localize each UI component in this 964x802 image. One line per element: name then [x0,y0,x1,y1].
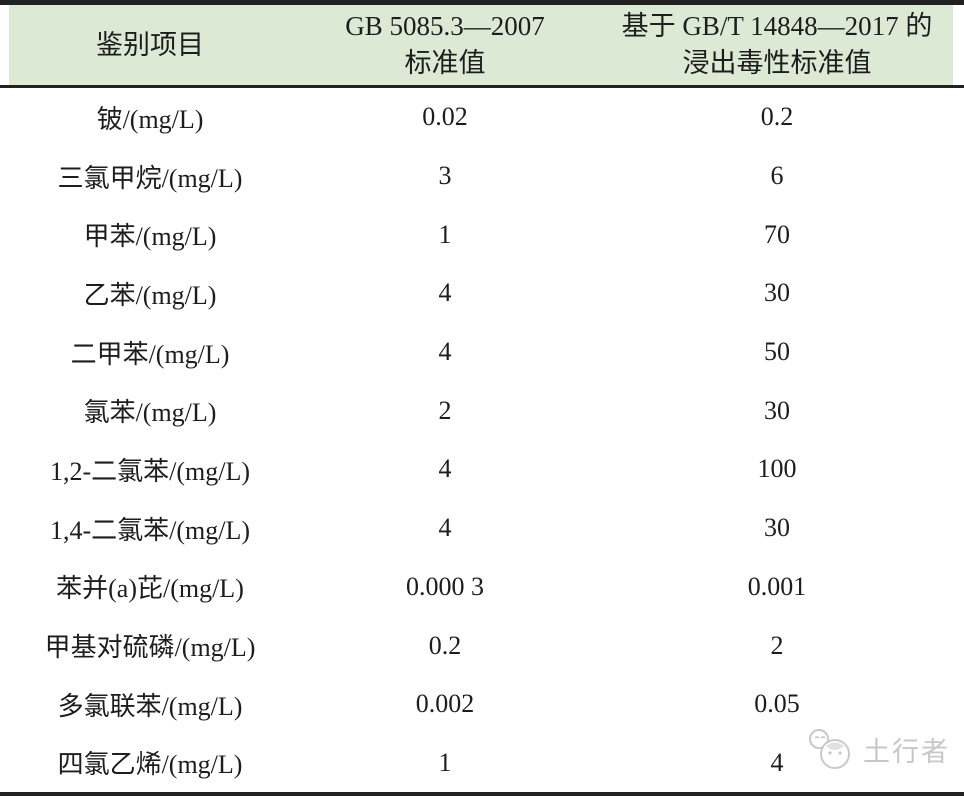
cell-gb5085-value: 0.000 3 [406,571,484,601]
header-item-label: 鉴别项目 [96,29,204,60]
cell-gb5085-value: 3 [438,161,452,191]
cell-item: 1,4-二氯苯/(mg/L) [49,515,251,545]
cell-item: 氯苯/(mg/L) [83,398,217,428]
cell-item: 多氯联苯/(mg/L) [57,691,243,721]
header-gb5085-line1: GB 5085.3—2007 [345,11,545,41]
table-body: 铍/(mg/L) 0.02 0.2 三氯甲烷/(mg/L) 3 6 甲苯/(mg… [0,88,964,792]
cell-item: 二甲苯/(mg/L) [70,339,230,369]
cell-gb14848-value: 30 [764,395,790,425]
cell-item: 乙苯/(mg/L) [83,280,217,310]
cell-gb5085-value: 0.02 [422,102,468,132]
cell-item: 甲基对硫磷/(mg/L) [44,633,256,663]
cell-gb5085-value: 4 [438,513,452,543]
cell-gb14848-value: 6 [770,161,784,191]
table-row: 乙苯/(mg/L) 4 30 [0,264,964,323]
cell-item: 甲苯/(mg/L) [83,222,217,252]
cell-gb5085-value: 1 [438,747,452,777]
cell-gb14848-value: 70 [764,219,790,249]
table-row: 甲基对硫磷/(mg/L) 0.2 2 [0,616,964,675]
watermark-text: 土行者 [863,736,950,767]
cell-gb5085-value: 4 [438,454,452,484]
cell-gb14848-value: 100 [757,454,797,484]
header-cell-item: 鉴别项目 [0,27,300,64]
table-row: 1,2-二氯苯/(mg/L) 4 100 [0,440,964,499]
mascot-icon [809,729,850,769]
cell-gb14848-value: 0.001 [747,571,807,601]
header-cell-gb14848: 基于 GB/T 14848—2017 的 浸出毒性标准值 [590,8,964,82]
cell-gb5085-value: 0.002 [415,689,475,719]
cell-gb14848-value: 2 [770,630,784,660]
cell-gb14848-value: 0.05 [754,689,800,719]
cell-item: 苯并(a)芘/(mg/L) [56,574,244,604]
cell-gb14848-value: 30 [764,513,790,543]
cell-gb14848-value: 0.2 [760,102,794,132]
cell-item: 铍/(mg/L) [96,104,204,134]
cell-gb5085-value: 4 [438,337,452,367]
cell-gb5085-value: 1 [438,219,452,249]
watermark: 土行者 [804,726,950,772]
cell-item: 1,2-二氯苯/(mg/L) [49,456,251,486]
cell-gb14848-value: 50 [764,337,790,367]
table-header: 鉴别项目 GB 5085.3—2007 标准值 基于 GB/T 14848—20… [0,5,964,85]
cell-gb5085-value: 0.2 [428,630,462,660]
header-divider [0,85,964,88]
table-row: 铍/(mg/L) 0.02 0.2 [0,88,964,147]
table-bottom-border [0,792,964,797]
header-gb5085-line2: 标准值 [404,48,486,78]
cell-gb14848-value: 4 [770,747,784,777]
table-row: 多氯联苯/(mg/L) 0.002 0.05 [0,675,964,734]
header-cell-gb5085: GB 5085.3—2007 标准值 [300,8,590,82]
table-top-border [0,0,964,5]
header-gb14848-line2: 浸出毒性标准值 [682,48,872,78]
cell-gb5085-value: 2 [438,395,452,425]
table-row: 甲苯/(mg/L) 1 70 [0,205,964,264]
table-row: 三氯甲烷/(mg/L) 3 6 [0,147,964,206]
table-row: 苯并(a)芘/(mg/L) 0.000 3 0.001 [0,558,964,617]
cell-item: 三氯甲烷/(mg/L) [57,163,243,193]
header-gb14848-line1: 基于 GB/T 14848—2017 的 [621,11,933,41]
table-row: 二甲苯/(mg/L) 4 50 [0,323,964,382]
table-row: 1,4-二氯苯/(mg/L) 4 30 [0,499,964,558]
cell-gb5085-value: 4 [438,278,452,308]
table-row: 四氯乙烯/(mg/L) 1 4 [0,734,964,793]
cell-item: 四氯乙烯/(mg/L) [57,750,243,780]
cell-gb14848-value: 30 [764,278,790,308]
table-row: 氯苯/(mg/L) 2 30 [0,381,964,440]
